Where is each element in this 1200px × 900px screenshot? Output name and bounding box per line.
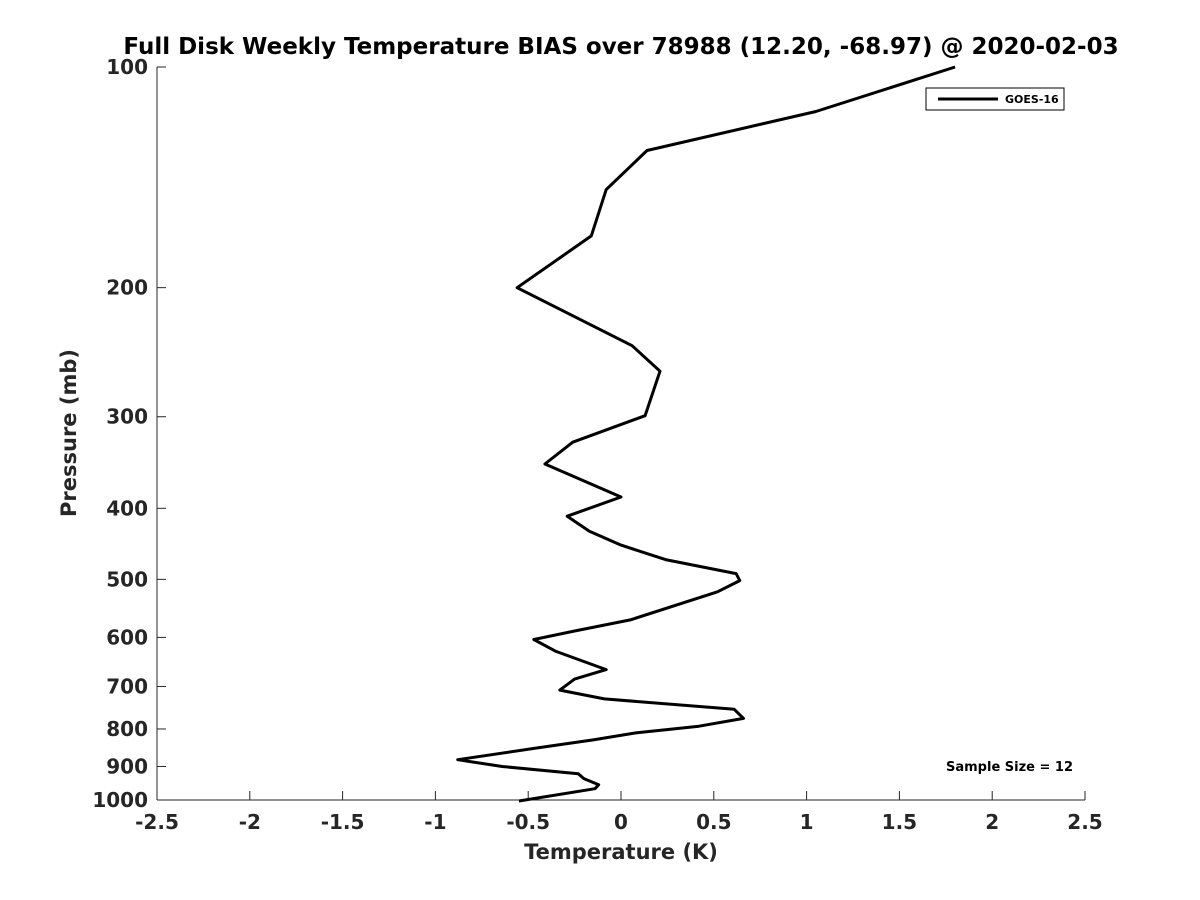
y-tick-label: 700 [106,674,148,698]
x-tick-label: -2.5 [135,810,179,834]
x-tick-label: 1.5 [882,810,917,834]
y-tick-label: 300 [106,405,148,429]
x-tick-label: -0.5 [506,810,550,834]
y-tick-label: 900 [106,754,148,778]
x-tick-label: -1 [424,810,446,834]
y-tick-label: 800 [106,717,148,741]
x-tick-label: 0 [614,810,628,834]
series-line-goes16 [456,65,956,803]
y-axis-label: Pressure (mb) [57,349,81,517]
x-axis-ticks: -2.5 -2 -1.5 -1 -0.5 0 0.5 1 1.5 2 2.5 [135,791,1103,834]
x-tick-label: 1 [800,810,814,834]
y-tick-label: 500 [106,567,148,591]
y-axis-ticks: 100 200 300 400 500 600 700 800 900 1000 [92,55,166,812]
legend-label-goes16: GOES-16 [1005,93,1059,106]
y-tick-label: 1000 [92,788,148,812]
sample-size-annotation: Sample Size = 12 [946,760,1073,775]
x-tick-label: -1.5 [321,810,365,834]
x-tick-label: 0.5 [696,810,731,834]
x-tick-label: -2 [239,810,261,834]
x-tick-label: 2.5 [1067,810,1102,834]
y-tick-label: 200 [106,276,148,300]
y-tick-label: 100 [106,55,148,79]
y-tick-label: 400 [106,496,148,520]
chart-title: Full Disk Weekly Temperature BIAS over 7… [123,34,1118,60]
y-tick-label: 600 [106,625,148,649]
legend: GOES-16 [925,87,1065,111]
x-axis-label: Temperature (K) [524,840,718,864]
x-tick-label: 2 [985,810,999,834]
